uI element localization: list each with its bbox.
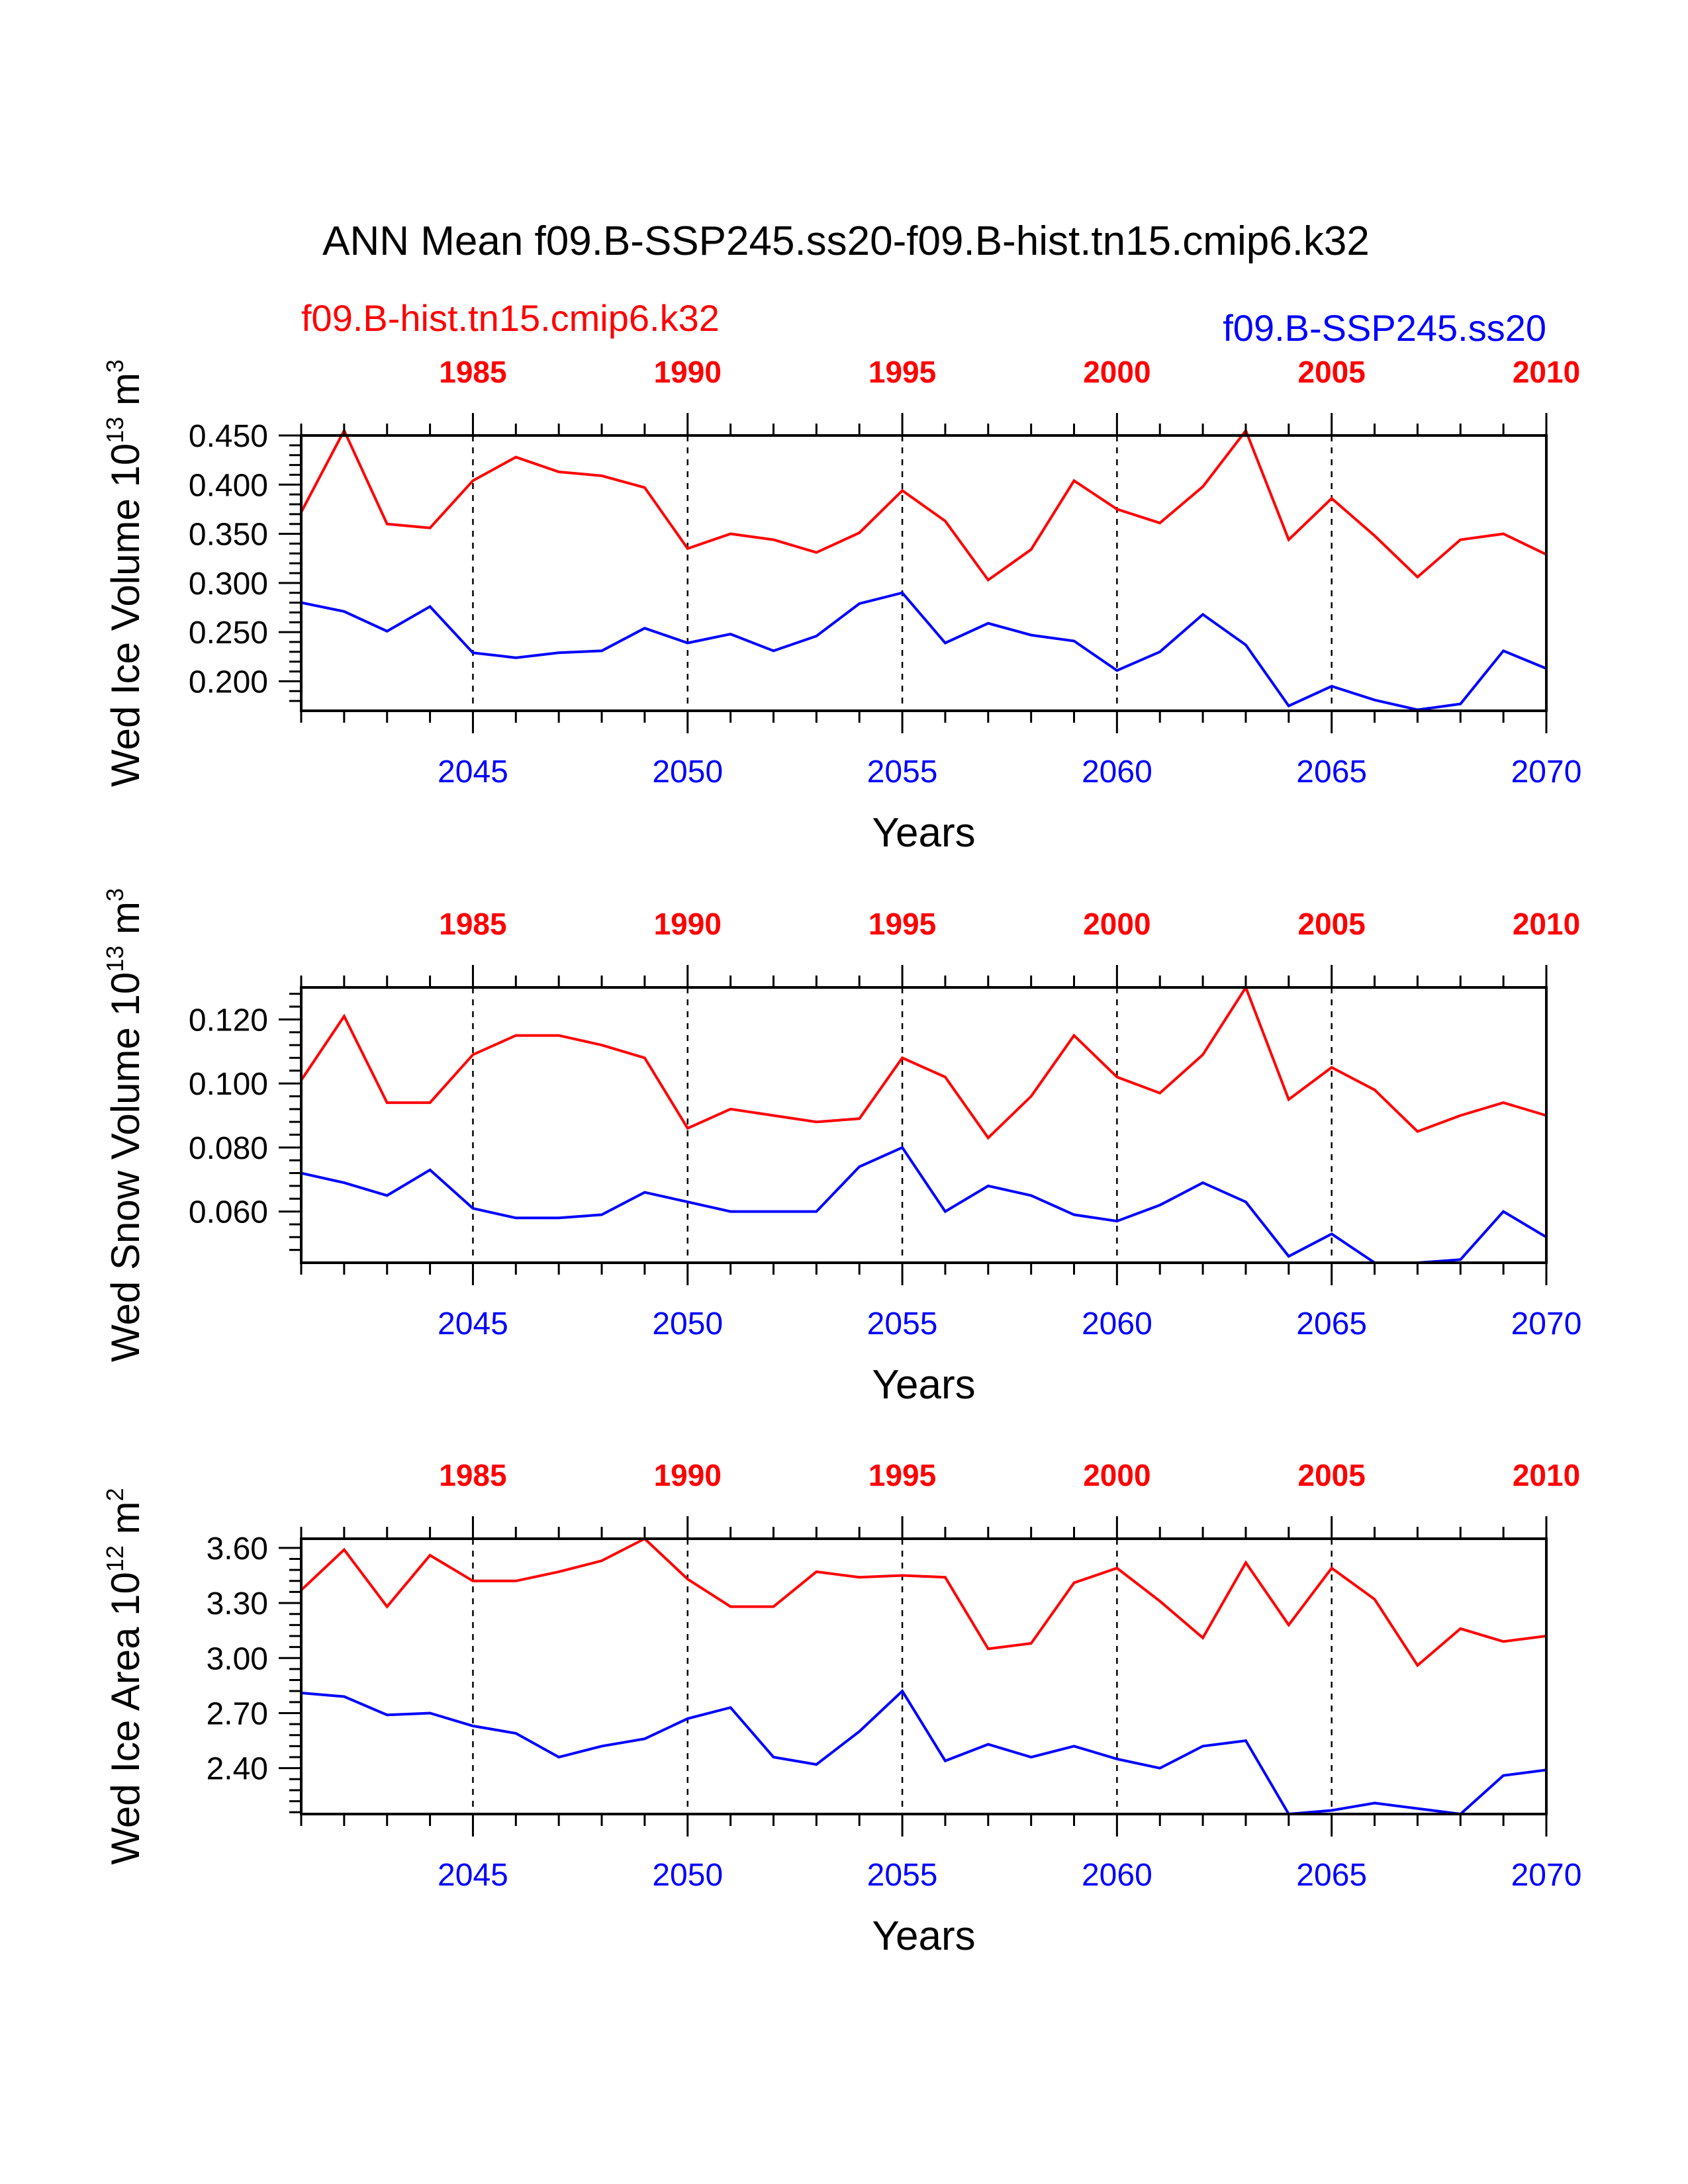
plot-frame xyxy=(300,986,1548,1264)
y-axis-title: Wed Ice Volume 1013 m3 xyxy=(101,359,148,787)
bottom-tick-label: 2060 xyxy=(1082,1858,1152,1893)
bottom-tick-label: 2050 xyxy=(652,1306,723,1342)
bottom-tick-label: 2045 xyxy=(438,1306,508,1342)
top-tick-label: 1995 xyxy=(868,907,936,941)
y-tick-label: 3.60 xyxy=(207,1531,268,1567)
y-tick-label: 0.400 xyxy=(189,468,268,503)
bottom-tick-label: 2070 xyxy=(1511,754,1582,790)
top-tick-label: 2010 xyxy=(1513,1458,1580,1492)
top-tick-label: 1990 xyxy=(654,355,722,389)
bottom-tick-label: 2070 xyxy=(1511,1306,1582,1342)
top-tick-label: 2005 xyxy=(1298,1458,1366,1492)
top-tick-label: 2000 xyxy=(1083,907,1150,941)
panel-3: 2045 2050 2055 2060 2065 2070 1985 1990 1995 2000… xyxy=(101,1458,1581,1959)
y-tick-label: 0.060 xyxy=(189,1195,268,1230)
top-tick-label: 1985 xyxy=(439,355,506,389)
bottom-tick-label: 2050 xyxy=(652,754,723,790)
top-tick-label: 2005 xyxy=(1298,907,1366,941)
top-tick-label: 1995 xyxy=(868,1458,936,1492)
bottom-tick-label: 2065 xyxy=(1296,754,1367,790)
series-line-red xyxy=(300,1537,1547,1668)
y-tick-label: 3.00 xyxy=(207,1641,268,1676)
bottom-tick-label: 2055 xyxy=(867,1306,938,1342)
y-axis-title: Wed Ice Area 1012 m2 xyxy=(101,1488,148,1864)
x-axis-title: Years xyxy=(872,1362,975,1408)
y-tick-label: 0.300 xyxy=(189,567,268,602)
y-tick-label: 2.70 xyxy=(207,1696,268,1731)
top-tick-label: 2000 xyxy=(1083,1458,1150,1492)
series-line-blue xyxy=(301,1146,1548,1264)
top-tick-label: 1985 xyxy=(439,907,506,941)
bottom-tick-label: 2045 xyxy=(438,1858,508,1893)
bottom-tick-label: 2045 xyxy=(438,754,508,790)
plot-frame xyxy=(300,434,1548,712)
top-tick-label: 1985 xyxy=(439,1458,506,1492)
figure-title: ANN Mean f09.B-SSP245.ss20-f09.B-hist.tn… xyxy=(322,218,1370,264)
top-tick-label: 2010 xyxy=(1513,355,1580,389)
top-tick-label: 1995 xyxy=(868,355,936,389)
bottom-tick-label: 2060 xyxy=(1082,1306,1152,1342)
panel-1: 2045 2050 2055 2060 2065 2070 1985 1990 1995 2000… xyxy=(101,355,1581,856)
x-axis-title: Years xyxy=(872,810,975,856)
series-line-blue xyxy=(301,1689,1547,1816)
y-tick-label: 0.450 xyxy=(189,419,268,454)
top-tick-label: 1990 xyxy=(654,1458,722,1492)
y-tick-label: 0.120 xyxy=(189,1003,268,1038)
y-tick-label: 2.40 xyxy=(207,1752,268,1787)
panel-2: 2045 2050 2055 2060 2065 2070 1985 1990 1995 2000… xyxy=(101,888,1581,1408)
y-tick-label: 0.200 xyxy=(189,664,268,700)
y-axis-title: Wed Snow Volume 1013 m3 xyxy=(101,888,148,1362)
top-tick-label: 2005 xyxy=(1298,355,1366,389)
y-tick-label: 0.100 xyxy=(189,1067,268,1102)
bottom-tick-label: 2065 xyxy=(1296,1306,1367,1342)
series-line-blue xyxy=(301,591,1547,711)
y-tick-label: 3.30 xyxy=(207,1586,268,1621)
y-tick-label: 0.350 xyxy=(189,518,268,553)
plot-frame xyxy=(300,1537,1548,1815)
top-tick-label: 2010 xyxy=(1513,907,1580,941)
top-tick-label: 1990 xyxy=(654,907,722,941)
bottom-tick-label: 2070 xyxy=(1511,1858,1582,1893)
bottom-tick-label: 2055 xyxy=(867,1858,938,1893)
bottom-tick-label: 2065 xyxy=(1296,1858,1367,1893)
y-tick-label: 0.080 xyxy=(189,1131,268,1166)
top-tick-label: 2000 xyxy=(1083,355,1150,389)
y-tick-label: 0.250 xyxy=(189,615,268,651)
series-line-red xyxy=(300,428,1547,582)
bottom-tick-label: 2055 xyxy=(867,754,938,790)
panels-group: 2045 2050 2055 2060 2065 2070 1985 1990 1995 2000… xyxy=(101,355,1581,1959)
legend-blue-label: f09.B-SSP245.ss20 xyxy=(1223,307,1546,349)
bottom-tick-label: 2050 xyxy=(652,1858,723,1893)
legend-red-label: f09.B-hist.tn15.cmip6.k32 xyxy=(301,297,720,339)
series-line-red xyxy=(300,984,1547,1140)
x-axis-title: Years xyxy=(872,1913,975,1959)
bottom-tick-label: 2060 xyxy=(1082,754,1152,790)
